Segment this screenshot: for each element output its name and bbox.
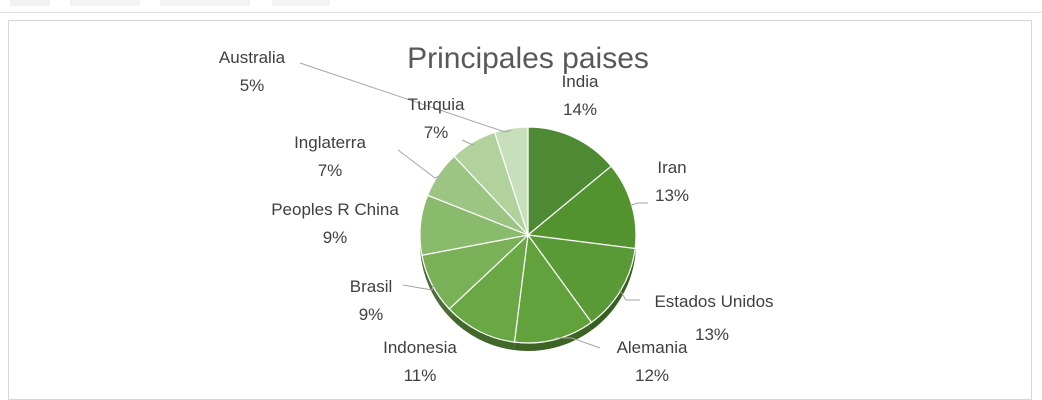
slice-label-iran: Iran [657, 158, 686, 177]
slice-percent-iran: 13% [655, 186, 689, 205]
cropped-text-above [10, 0, 340, 6]
leader-lines [299, 62, 648, 349]
pie-slice-india [527, 126, 613, 237]
slice-label-peoples-r-china: Peoples R China [271, 200, 399, 219]
slice-label-estados-unidos: Estados Unidos [654, 292, 773, 311]
slice-percent-inglaterra: 7% [318, 161, 343, 180]
slice-label-indonesia: Indonesia [383, 338, 457, 357]
pie-slices [419, 126, 637, 344]
slice-label-india: India [562, 72, 599, 91]
slice-labels: India 14% Iran 13% Estados Unidos 13% Alemania… [219, 48, 774, 385]
slice-percent-india: 14% [563, 100, 597, 119]
slice-label-inglaterra: Inglaterra [294, 133, 366, 152]
pie-slice-estados-unidos [526, 234, 636, 324]
slice-percent-peoples-r-china: 9% [323, 228, 348, 247]
slice-label-turquia: Turquia [407, 95, 465, 114]
slice-label-alemania: Alemania [617, 338, 688, 357]
pie-slice-indonesia [448, 233, 529, 343]
slice-percent-alemania: 12% [635, 366, 669, 385]
slice-percent-brasil: 9% [359, 305, 384, 324]
slice-percent-estados-unidos: 13% [695, 325, 729, 344]
leader-line-australia [299, 62, 512, 133]
slice-label-brasil: Brasil [350, 277, 393, 296]
pie-slice-alemania [513, 233, 593, 344]
chart-title: Principales paises [407, 42, 649, 75]
pie-slice-australia [493, 126, 529, 236]
leader-line-iran [629, 202, 648, 206]
page-top-rule [0, 0, 1042, 13]
slice-label-australia: Australia [219, 48, 286, 67]
leader-line-brasil [402, 282, 435, 291]
slice-percent-indonesia: 11% [404, 366, 437, 385]
slice-percent-australia: 5% [240, 76, 265, 95]
leader-line-inglaterra [397, 149, 441, 179]
leader-line-turquia [461, 139, 475, 146]
slice-percent-turquia: 7% [424, 123, 449, 142]
leader-line-alemania [554, 337, 601, 349]
leader-line-estados-unidos [618, 288, 640, 301]
